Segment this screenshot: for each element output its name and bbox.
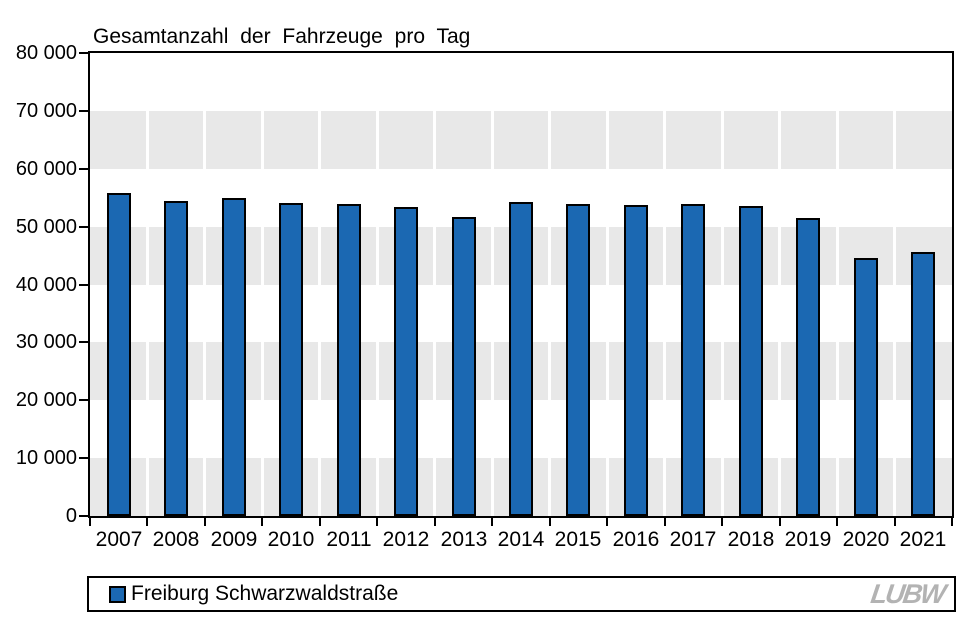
column-separator (605, 53, 609, 516)
bar-2009 (222, 198, 246, 516)
x-tick-label-2019: 2019 (784, 528, 832, 551)
x-tick (721, 518, 723, 526)
bar-2014 (509, 202, 533, 516)
y-tick-label-10000: 10 000 (15, 447, 77, 469)
y-tick (79, 226, 88, 228)
x-tick-label-2009: 2009 (210, 528, 258, 551)
x-tick-label-2015: 2015 (554, 528, 602, 551)
y-tick (79, 399, 88, 401)
plot-area (88, 51, 954, 518)
bar-2011 (337, 204, 361, 516)
column-separator (720, 53, 724, 516)
column-separator (145, 53, 149, 516)
column-separator (548, 53, 552, 516)
y-tick-label-80000: 80 000 (15, 42, 77, 64)
x-tick (836, 518, 838, 526)
x-tick-label-2013: 2013 (440, 528, 488, 551)
column-separator (203, 53, 207, 516)
x-tick-label-2020: 2020 (842, 528, 890, 551)
x-tick-label-2012: 2012 (382, 528, 430, 551)
bar-2012 (394, 207, 418, 516)
bar-2007 (107, 193, 131, 516)
x-tick-label-2011: 2011 (326, 528, 372, 551)
x-tick (376, 518, 378, 526)
column-separator (433, 53, 437, 516)
x-tick-label-2007: 2007 (95, 528, 143, 551)
x-tick (146, 518, 148, 526)
bar-2017 (681, 204, 705, 516)
y-tick (79, 168, 88, 170)
x-tick (89, 518, 91, 526)
bar-2020 (854, 258, 878, 516)
x-tick-label-2010: 2010 (267, 528, 315, 551)
y-tick (79, 341, 88, 343)
y-tick-label-60000: 60 000 (15, 158, 77, 180)
legend-label: Freiburg Schwarzwaldstraße (131, 582, 399, 605)
bar-2016 (624, 205, 648, 516)
x-tick (664, 518, 666, 526)
column-separator (260, 53, 264, 516)
y-tick-label-30000: 30 000 (15, 331, 77, 353)
y-tick (79, 457, 88, 459)
x-tick (606, 518, 608, 526)
bar-2015 (566, 204, 590, 516)
plot-inner (90, 53, 952, 516)
y-tick-label-20000: 20 000 (15, 389, 77, 411)
grid-band (90, 110, 952, 169)
y-tick-label-70000: 70 000 (15, 100, 77, 122)
x-tick-label-2014: 2014 (497, 528, 545, 551)
x-tick (319, 518, 321, 526)
column-separator (663, 53, 667, 516)
x-tick-label-2021: 2021 (899, 528, 947, 551)
column-separator (778, 53, 782, 516)
x-tick (779, 518, 781, 526)
x-tick (894, 518, 896, 526)
x-tick-label-2018: 2018 (727, 528, 775, 551)
column-separator (375, 53, 379, 516)
x-tick (204, 518, 206, 526)
y-tick-label-40000: 40 000 (15, 274, 77, 296)
y-tick (79, 110, 88, 112)
bar-2018 (739, 206, 763, 516)
column-separator (318, 53, 322, 516)
y-tick-label-0: 0 (65, 505, 77, 527)
legend-swatch-icon (109, 585, 126, 603)
bar-2013 (452, 217, 476, 516)
bar-2008 (164, 201, 188, 516)
bar-2021 (911, 252, 935, 516)
y-tick (79, 515, 88, 517)
x-tick (951, 518, 953, 526)
chart-title: Gesamtanzahl der Fahrzeuge pro Tag (93, 25, 471, 48)
grid-band (90, 53, 952, 111)
column-separator (835, 53, 839, 516)
x-tick (434, 518, 436, 526)
lubw-logo: LUBW (868, 578, 947, 609)
column-separator (490, 53, 494, 516)
x-tick (261, 518, 263, 526)
bar-2010 (279, 203, 303, 516)
bar-2019 (796, 218, 820, 516)
y-tick (79, 284, 88, 286)
x-tick-label-2016: 2016 (612, 528, 660, 551)
y-tick-label-50000: 50 000 (15, 216, 77, 238)
x-tick-label-2017: 2017 (669, 528, 717, 551)
x-tick-label-2008: 2008 (152, 528, 200, 551)
x-tick (491, 518, 493, 526)
column-separator (893, 53, 897, 516)
legend-box: Freiburg Schwarzwaldstraße LUBW (87, 576, 956, 612)
x-tick (549, 518, 551, 526)
y-tick (79, 52, 88, 54)
